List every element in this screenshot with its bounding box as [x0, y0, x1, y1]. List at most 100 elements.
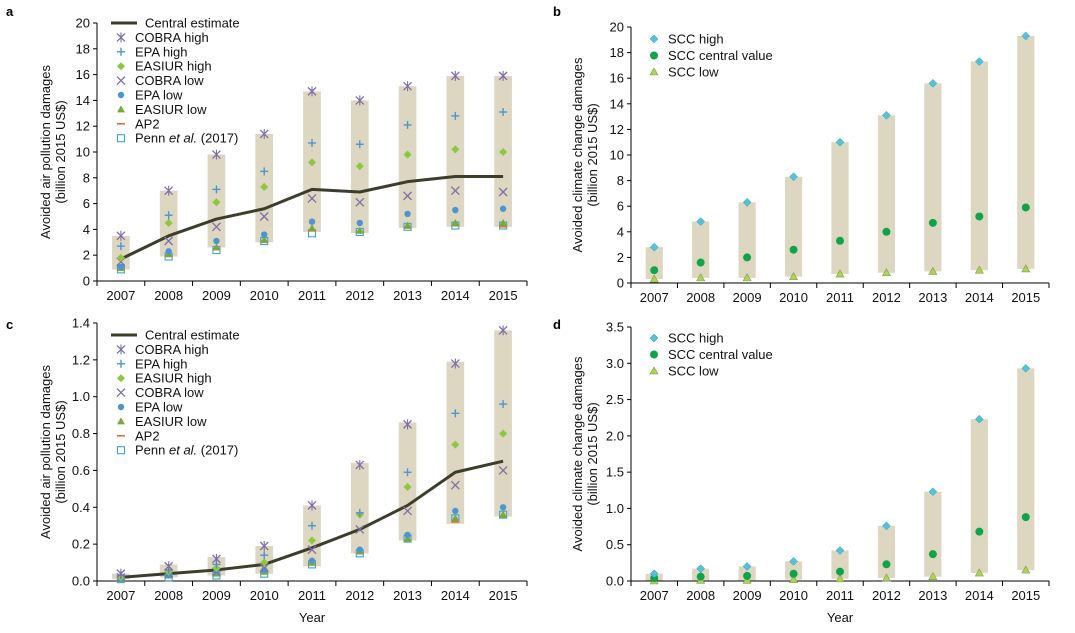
- legend-item-scc-central: SCC central value: [650, 48, 773, 63]
- range-bar: [784, 176, 803, 277]
- point-easiur-high: [260, 182, 269, 191]
- y-axis-label-line: Avoided climate change damages: [570, 356, 585, 551]
- legend-swatch: [117, 374, 125, 383]
- point-scc-low: [1021, 565, 1031, 574]
- range-bar: [970, 61, 988, 271]
- legend-item-scc-high: SCC high: [649, 331, 724, 346]
- legend-label: Central estimate: [145, 328, 240, 343]
- point-easiur-high: [403, 150, 412, 159]
- point-scc-low: [835, 269, 845, 278]
- legend-item-penn: Penn et al. (2017): [116, 131, 238, 146]
- range-bar: [350, 463, 369, 554]
- point-epa-low: [308, 218, 316, 225]
- y-tick-label: 0.8: [72, 426, 90, 441]
- x-tick-label: 2012: [872, 290, 901, 305]
- point-scc-low: [696, 273, 706, 282]
- x-tick-label: 2008: [686, 290, 715, 305]
- legend-item-ap2: AP2: [117, 428, 160, 443]
- legend-label: EASIUR low: [135, 102, 207, 117]
- legend-label: COBRA low: [135, 385, 204, 400]
- point-epa-low: [261, 231, 268, 238]
- legend-item-ap2: AP2: [117, 116, 160, 131]
- point-easiur-low: [403, 221, 412, 229]
- point-scc-high: [742, 562, 752, 571]
- point-scc-high: [1021, 364, 1031, 373]
- panel-d: d 0.0 0.5 1.0 1.5 2.0 2.5 3.0 3.5 2007 2008 2009 201…: [553, 317, 1050, 625]
- range-bar: [692, 221, 710, 278]
- x-tick-label: 2009: [733, 290, 762, 305]
- point-scc-high: [789, 557, 798, 566]
- point-scc-low-shape: [1021, 264, 1031, 273]
- y-tick-label: 1.2: [72, 352, 90, 367]
- point-scc-low: [928, 266, 938, 275]
- point-easiur-low-shape: [260, 235, 269, 243]
- point-epa-low-shape: [499, 205, 507, 212]
- axes: 0.0 0.2 0.4 0.6 0.8 1.0 1.2 1.4 2007 2008 2009 2010…: [72, 316, 528, 603]
- legend-label: SCC low: [668, 65, 719, 80]
- legend-label: Central estimate: [145, 16, 240, 31]
- legend-swatch-shape: [117, 62, 125, 71]
- y-tick-label: 0.0: [606, 574, 624, 589]
- point-scc-low: [881, 268, 891, 277]
- legend-label: SCC central value: [668, 48, 773, 63]
- point-epa-low: [308, 557, 316, 564]
- series-scc-high: [649, 364, 1031, 579]
- point-epa-low: [452, 507, 459, 515]
- legend-label: COBRA high: [135, 30, 209, 45]
- point-easiur-high-shape: [308, 158, 316, 167]
- point-cobra-high: [116, 568, 126, 579]
- point-scc-central: [650, 266, 659, 275]
- point-epa-low: [499, 205, 507, 212]
- point-easiur-high-shape: [212, 198, 221, 207]
- point-easiur-high: [116, 253, 125, 262]
- point-easiur-low-shape: [308, 224, 316, 232]
- point-cobra-high: [403, 81, 413, 92]
- y-axis-label: Avoided climate change damages(billion 2…: [570, 356, 600, 551]
- point-scc-high-shape: [835, 546, 845, 555]
- y-tick-label: 10: [610, 148, 624, 163]
- point-scc-low-shape: [789, 271, 799, 280]
- point-cobra-high: [164, 185, 174, 196]
- point-scc-low: [928, 572, 938, 580]
- point-epa-low-shape: [356, 546, 363, 553]
- legend-label-part: et al.: [169, 443, 197, 458]
- point-epa-low-shape: [213, 237, 220, 245]
- x-tick-label: 2010: [779, 290, 808, 305]
- legend-swatch: [649, 67, 659, 76]
- point-cobra-low: [498, 465, 508, 475]
- legend-label: EASIUR low: [135, 414, 207, 429]
- y-axis-label-line: (billion 2015 US$): [53, 100, 68, 203]
- x-tick-label: 2011: [826, 588, 854, 603]
- point-easiur-low: [212, 243, 221, 251]
- point-scc-low: [742, 273, 752, 282]
- range-bar: [398, 422, 417, 541]
- point-easiur-high-shape: [499, 148, 508, 156]
- point-scc-high: [974, 57, 984, 66]
- legend-item-scc-high: SCC high: [649, 32, 724, 47]
- point-epa-low-shape: [261, 231, 268, 238]
- point-scc-high: [696, 217, 706, 226]
- point-scc-central-shape: [650, 266, 659, 275]
- point-scc-low-shape: [928, 572, 938, 580]
- x-tick-label: 2010: [250, 288, 279, 303]
- y-tick-label: 4: [617, 224, 624, 239]
- point-easiur-low: [355, 226, 364, 234]
- panel-label: c: [6, 317, 13, 332]
- axes: 0 2 4 6 8 10 12 14 16 18 20 2007 2008 2009 2010 2011 201…: [76, 16, 528, 303]
- legend-item-scc-low: SCC low: [649, 364, 719, 379]
- point-scc-low: [789, 271, 799, 280]
- x-tick-label: 2007: [640, 290, 669, 305]
- range-bar: [1017, 35, 1035, 269]
- y-tick-label: 0: [83, 274, 90, 289]
- point-scc-low-shape: [835, 574, 845, 583]
- legend-label-part: (2017): [197, 131, 238, 146]
- x-tick-label: 2014: [441, 288, 470, 303]
- point-epa-low: [117, 263, 125, 271]
- legend-swatch: [117, 403, 125, 411]
- point-easiur-low: [308, 224, 316, 232]
- x-tick-label: 2013: [918, 588, 947, 603]
- point-scc-high-shape: [649, 242, 659, 252]
- point-scc-high: [649, 242, 659, 252]
- point-scc-high-shape: [742, 198, 752, 207]
- point-scc-high: [882, 110, 891, 120]
